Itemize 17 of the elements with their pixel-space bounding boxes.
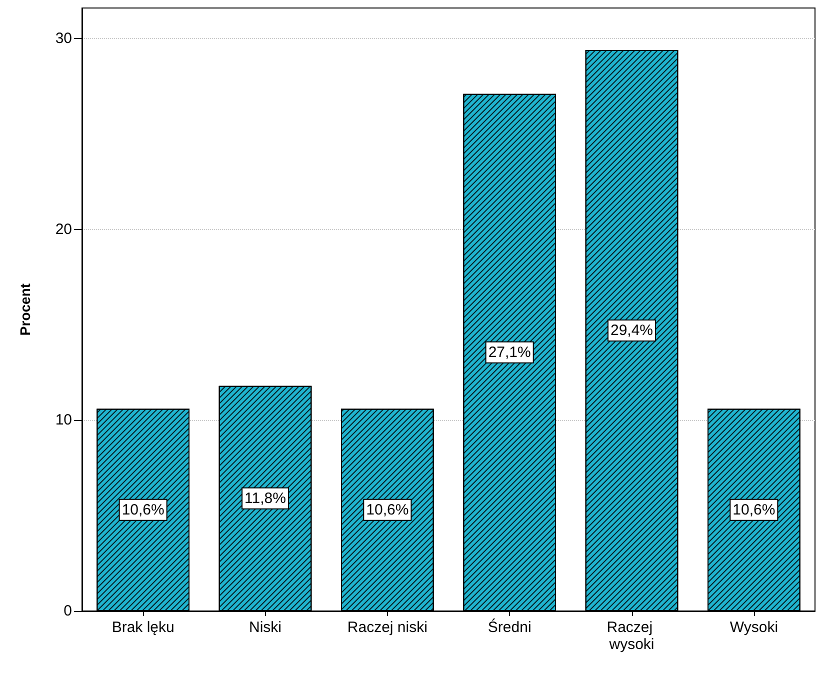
data-label: 10,6% bbox=[366, 501, 409, 518]
data-label: 11,8% bbox=[244, 490, 286, 507]
data-label: 29,4% bbox=[610, 322, 654, 339]
data-label: 10,6% bbox=[732, 501, 776, 518]
x-tick-label: Brak lęku bbox=[112, 619, 174, 636]
x-tick-label: Wysoki bbox=[730, 619, 778, 636]
y-axis-title: Procent bbox=[17, 283, 33, 336]
x-tick-label: Raczej niski bbox=[347, 619, 428, 636]
y-tick-label: 10 bbox=[55, 412, 72, 429]
data-label: 10,6% bbox=[122, 501, 164, 518]
y-tick-label: 20 bbox=[55, 220, 72, 238]
y-tick-label: 0 bbox=[64, 602, 72, 620]
y-tick-label: 30 bbox=[55, 30, 72, 48]
x-tick-label: Średni bbox=[488, 618, 532, 636]
data-label: 27,1% bbox=[488, 344, 531, 361]
x-tick-label: Raczej wysoki bbox=[606, 619, 657, 653]
x-tick-label: Niski bbox=[249, 619, 282, 636]
